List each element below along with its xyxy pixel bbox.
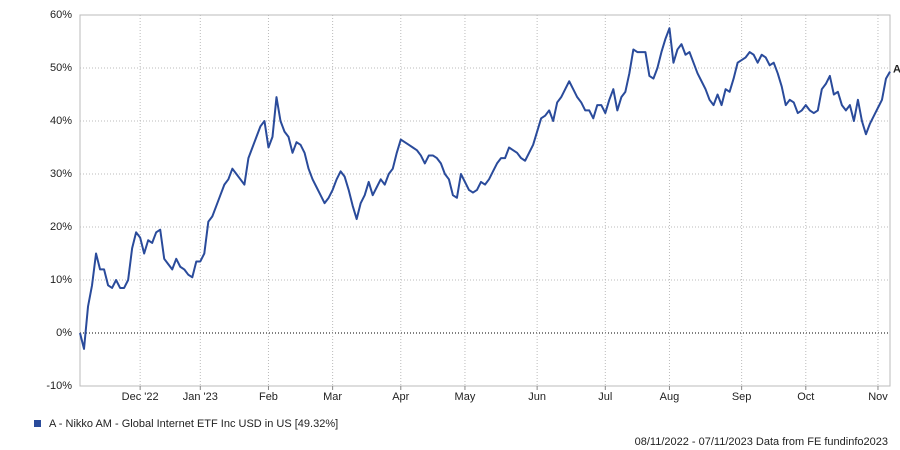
end-label: A xyxy=(893,64,900,76)
y-tick-label: 40% xyxy=(50,115,72,127)
x-tick-label: Jun xyxy=(528,391,546,403)
footer: 08/11/2022 - 07/11/2023 Data from FE fun… xyxy=(635,436,888,448)
y-tick-label: 30% xyxy=(50,168,72,180)
x-tick-label: Feb xyxy=(259,391,278,403)
x-tick-label: Mar xyxy=(323,391,342,403)
y-tick-label: 0% xyxy=(56,327,72,339)
x-tick-label: Oct xyxy=(797,391,814,403)
legend-swatch xyxy=(34,420,41,427)
x-tick-label: Nov xyxy=(868,391,888,403)
x-tick-label: Jul xyxy=(598,391,612,403)
y-tick-label: 50% xyxy=(50,62,72,74)
x-tick-label: Sep xyxy=(732,391,752,403)
legend-label: A - Nikko AM - Global Internet ETF Inc U… xyxy=(49,418,338,430)
plot-frame xyxy=(79,14,891,387)
x-tick-label: Jan '23 xyxy=(183,391,218,403)
y-tick-label: 60% xyxy=(50,9,72,21)
y-tick-label: 20% xyxy=(50,221,72,233)
y-tick-label: 10% xyxy=(50,274,72,286)
x-tick-label: Dec '22 xyxy=(122,391,159,403)
x-tick-label: May xyxy=(455,391,476,403)
x-tick-label: Aug xyxy=(660,391,680,403)
x-tick-label: Apr xyxy=(392,391,409,403)
y-tick-label: -10% xyxy=(46,380,72,392)
series-line xyxy=(79,27,891,350)
